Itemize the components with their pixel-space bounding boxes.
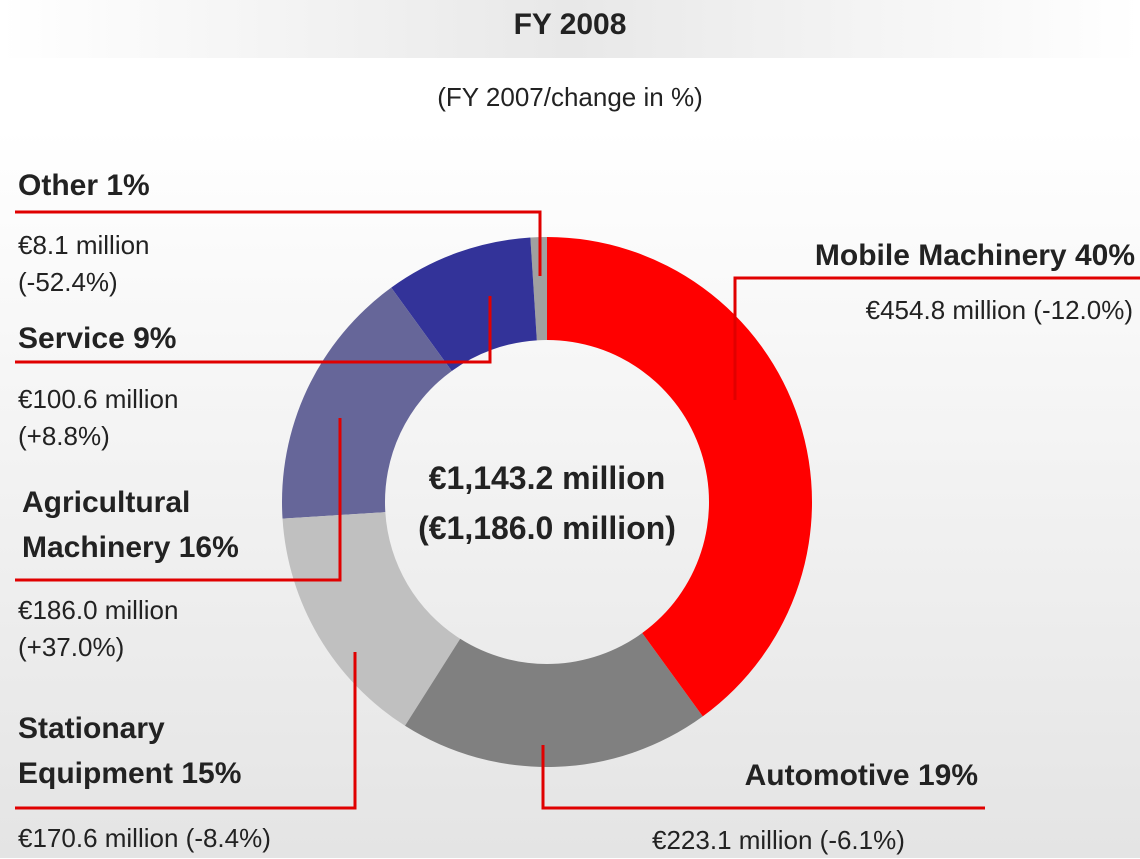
- slice: [391, 237, 537, 371]
- category-name: Stationary Equipment: [18, 712, 173, 790]
- slice-detail: €454.8 million (-12.0%): [865, 295, 1133, 325]
- category-name: Automotive: [744, 759, 910, 792]
- slice: [405, 633, 703, 767]
- slice-detail: €170.6 million (-8.4%): [18, 823, 271, 853]
- leader-line: [15, 418, 342, 582]
- value-label: 9%: [133, 322, 177, 355]
- value-label: 16%: [178, 531, 239, 564]
- leader-lines: [15, 210, 1140, 810]
- slice-label: Other 1%: [18, 163, 150, 208]
- slice: [547, 237, 813, 717]
- value-label: 15%: [181, 757, 242, 790]
- chart-title: FY 2008: [513, 8, 627, 41]
- slice-label: Mobile Machinery 40%: [815, 233, 1135, 278]
- slice-label: Stationary Equipment 15%: [18, 706, 288, 796]
- leader-line: [15, 652, 357, 810]
- slice: [530, 237, 547, 341]
- chart-subtitle: (FY 2007/change in %): [437, 82, 703, 112]
- center-label: €1,143.2 million: [428, 460, 666, 496]
- slice-detail: €8.1 million (-52.4%): [18, 230, 150, 297]
- slice-detail: €186.0 million (+37.0%): [18, 595, 179, 662]
- slice-detail: €223.1 million (-6.1%): [652, 825, 905, 855]
- slice: [282, 512, 461, 726]
- leader-line: [541, 745, 985, 810]
- category-name: Service: [18, 322, 125, 355]
- value-label: 1%: [106, 169, 150, 202]
- center-label: (€1,186.0 million): [418, 510, 676, 546]
- slice-label: Agricultural Machinery 16%: [22, 480, 292, 570]
- category-name: Other: [18, 169, 99, 202]
- value-label: 40%: [1074, 239, 1135, 272]
- slice-label: Service 9%: [18, 316, 176, 361]
- leader-line: [15, 296, 492, 364]
- category-name: Mobile Machinery: [814, 239, 1067, 272]
- slice-detail: €100.6 million (+8.8%): [18, 384, 179, 451]
- category-name: Agricultural Machinery: [22, 486, 191, 564]
- slice: [282, 287, 452, 519]
- title-band: [0, 0, 1140, 58]
- value-label: 19%: [917, 759, 978, 792]
- slice-label: Automotive 19%: [745, 753, 978, 798]
- leader-line: [15, 210, 542, 276]
- leader-line: [733, 276, 1140, 400]
